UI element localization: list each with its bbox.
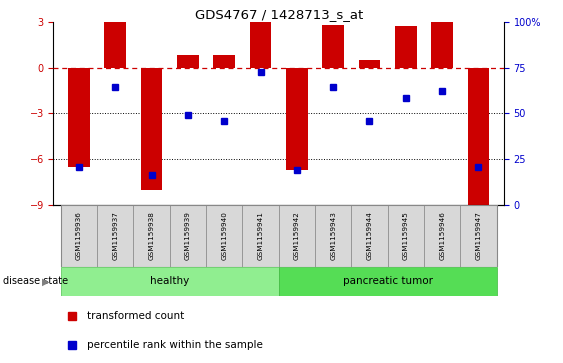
Text: transformed count: transformed count xyxy=(87,311,185,321)
Text: GSM1159947: GSM1159947 xyxy=(476,212,481,260)
Bar xyxy=(141,68,163,190)
Text: percentile rank within the sample: percentile rank within the sample xyxy=(87,340,263,350)
Text: GSM1159940: GSM1159940 xyxy=(221,212,227,260)
Bar xyxy=(104,22,126,68)
Text: pancreatic tumor: pancreatic tumor xyxy=(343,276,432,286)
Text: disease state: disease state xyxy=(3,276,68,286)
Bar xyxy=(279,205,315,267)
Bar xyxy=(388,205,424,267)
Text: GSM1159942: GSM1159942 xyxy=(294,212,300,260)
Text: GSM1159941: GSM1159941 xyxy=(257,212,263,260)
Bar xyxy=(395,26,417,68)
Bar xyxy=(467,68,489,205)
Text: healthy: healthy xyxy=(150,276,189,286)
Bar xyxy=(431,22,453,68)
Text: ▶: ▶ xyxy=(42,276,49,286)
Bar xyxy=(133,205,169,267)
Bar xyxy=(213,56,235,68)
Bar xyxy=(68,68,90,167)
Text: GSM1159938: GSM1159938 xyxy=(149,212,155,260)
Bar xyxy=(61,267,279,296)
Text: GSM1159936: GSM1159936 xyxy=(76,212,82,260)
Text: GSM1159937: GSM1159937 xyxy=(112,212,118,260)
Text: GSM1159944: GSM1159944 xyxy=(367,212,373,260)
Bar xyxy=(242,205,279,267)
Bar xyxy=(359,60,381,68)
Bar xyxy=(351,205,388,267)
Bar xyxy=(315,205,351,267)
Text: GSM1159946: GSM1159946 xyxy=(439,212,445,260)
Title: GDS4767 / 1428713_s_at: GDS4767 / 1428713_s_at xyxy=(195,8,363,21)
Bar xyxy=(424,205,461,267)
Bar xyxy=(249,22,271,68)
Bar xyxy=(279,267,497,296)
Bar xyxy=(169,205,206,267)
Text: GSM1159943: GSM1159943 xyxy=(330,212,336,260)
Bar xyxy=(61,205,97,267)
Bar xyxy=(322,25,344,68)
Text: GSM1159945: GSM1159945 xyxy=(403,212,409,260)
Bar xyxy=(206,205,242,267)
Bar xyxy=(177,56,199,68)
Bar xyxy=(97,205,133,267)
Text: GSM1159939: GSM1159939 xyxy=(185,212,191,260)
Bar xyxy=(461,205,497,267)
Bar xyxy=(286,68,308,170)
